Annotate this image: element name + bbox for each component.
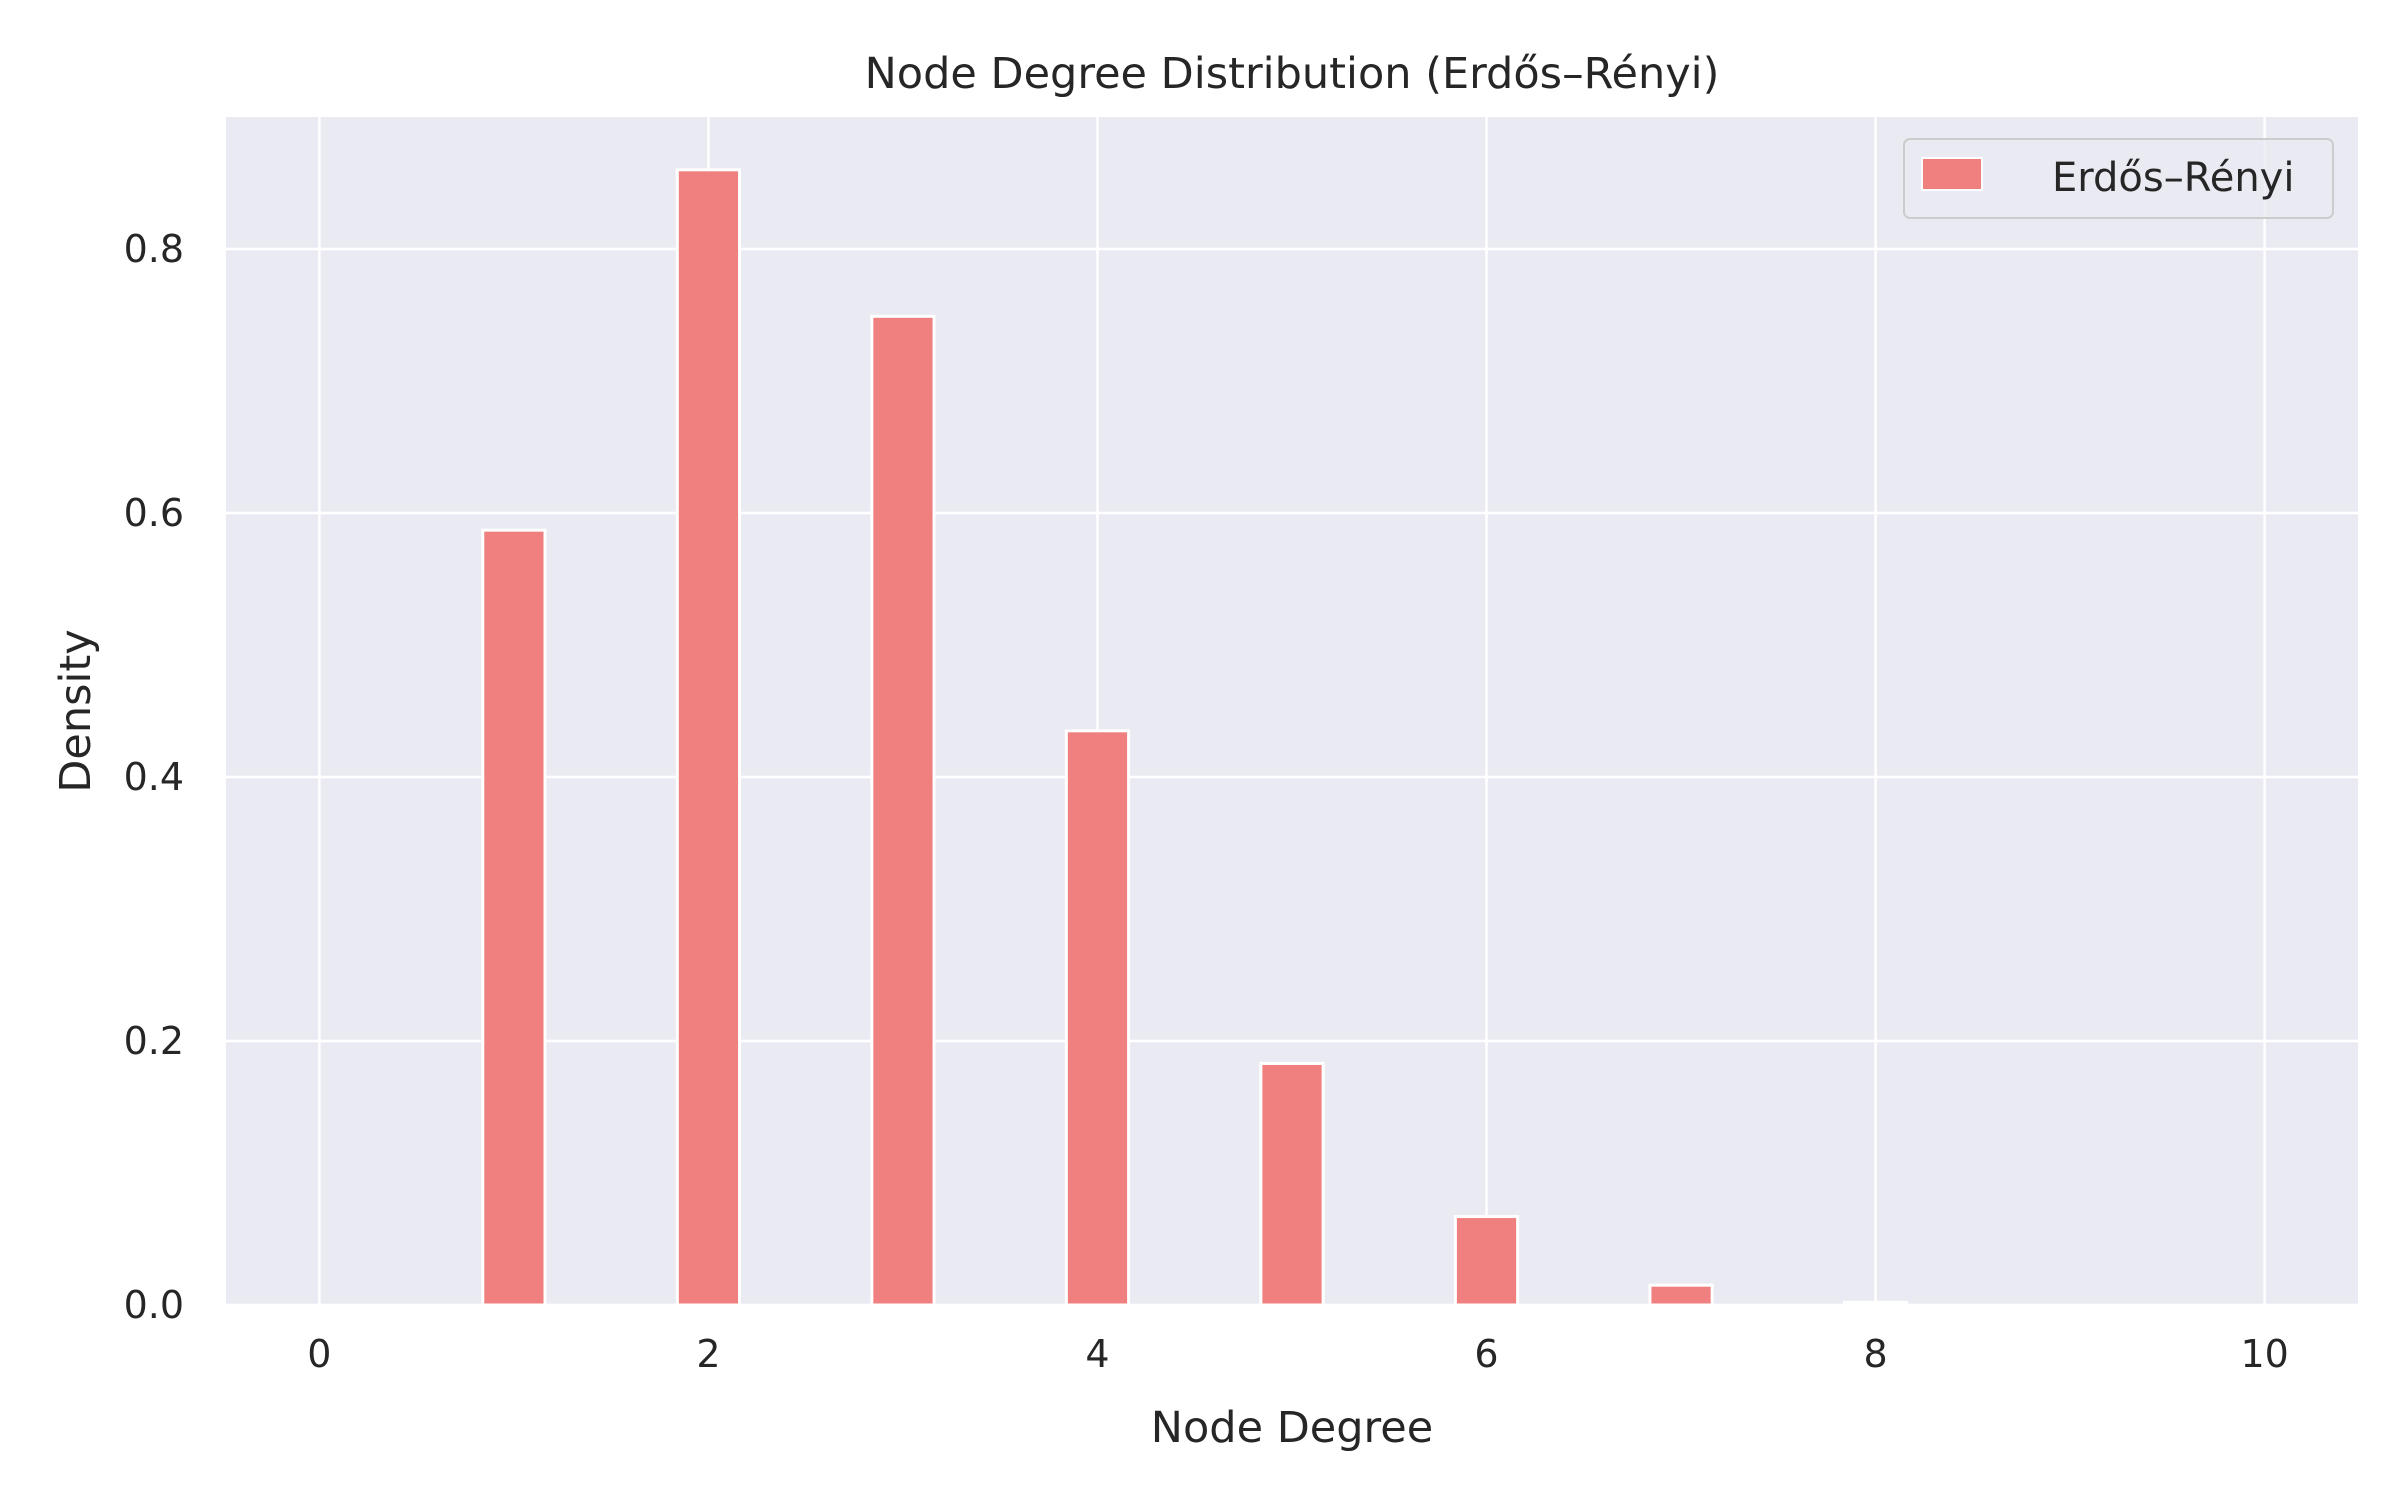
y-tick-label: 0.8 xyxy=(124,227,184,271)
y-axis-label: Density xyxy=(51,629,101,792)
legend-label: Erdős–Rényi xyxy=(2052,155,2294,201)
bar xyxy=(1453,1215,1520,1307)
bars xyxy=(481,168,1909,1307)
x-axis-ticks: 0 2 4 6 8 10 xyxy=(307,1332,2289,1376)
x-axis-label: Node Degree xyxy=(1151,1403,1433,1453)
chart-title: Node Degree Distribution (Erdős–Rényi) xyxy=(865,49,1720,99)
y-axis-ticks: 0.0 0.2 0.4 0.6 0.8 xyxy=(124,227,184,1327)
bar xyxy=(1064,729,1131,1307)
legend: Erdős–Rényi xyxy=(1903,138,2334,219)
bar xyxy=(481,528,547,1307)
x-tick-label: 2 xyxy=(696,1332,720,1376)
x-tick-label: 6 xyxy=(1474,1332,1498,1376)
legend-box xyxy=(1903,138,2334,219)
x-tick-label: 4 xyxy=(1085,1332,1109,1376)
bar xyxy=(1842,1300,1909,1307)
y-tick-label: 0.4 xyxy=(124,755,184,799)
y-tick-label: 0.2 xyxy=(124,1019,184,1063)
bar xyxy=(1259,1061,1325,1307)
legend-swatch xyxy=(1921,157,1983,191)
x-tick-label: 0 xyxy=(307,1332,331,1376)
y-tick-label: 0.0 xyxy=(124,1283,184,1327)
bar xyxy=(675,168,742,1307)
bar xyxy=(870,314,936,1307)
x-tick-label: 8 xyxy=(1863,1332,1887,1376)
bar xyxy=(1648,1283,1714,1307)
y-tick-label: 0.6 xyxy=(124,491,184,535)
x-tick-label: 10 xyxy=(2240,1332,2288,1376)
